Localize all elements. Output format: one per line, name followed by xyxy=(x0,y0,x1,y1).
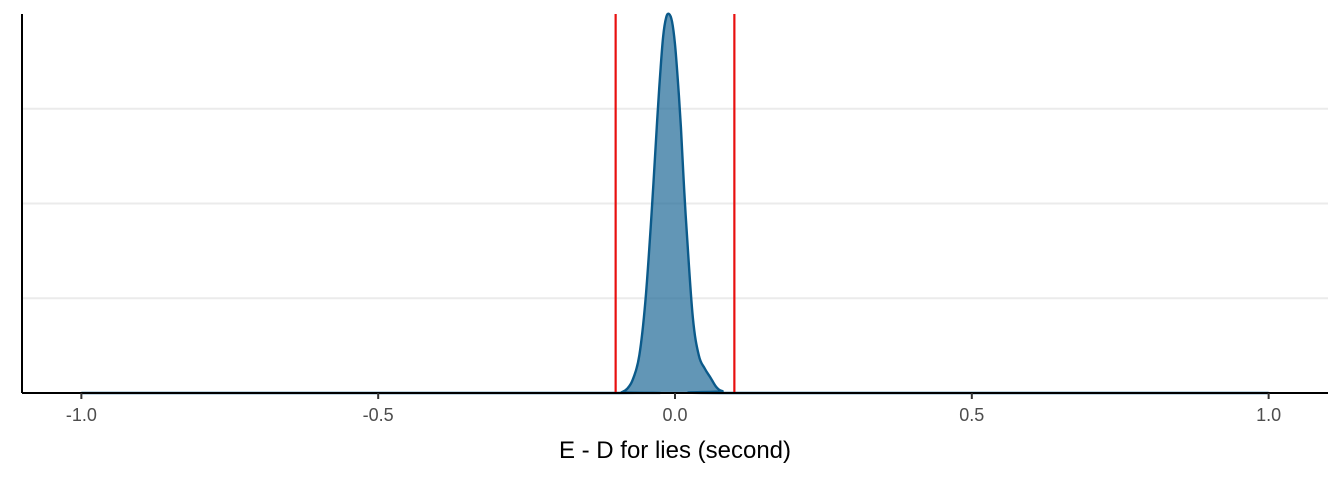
x-tick-label-5: 1.0 xyxy=(1256,405,1281,425)
x-axis-title: E - D for lies (second) xyxy=(559,437,791,464)
reference-lines xyxy=(614,14,736,393)
x-tick-label-2: -0.5 xyxy=(363,405,394,425)
x-tick-label-4: 0.5 xyxy=(959,405,984,425)
x-tick-label-3: 0.0 xyxy=(662,405,687,425)
density-series xyxy=(81,12,1269,395)
density-curve-0 xyxy=(81,12,1269,395)
x-axis-ticks: -1.0 -0.5 0.0 0.5 1.0 xyxy=(66,393,1281,425)
x-tick-label-1: -1.0 xyxy=(66,405,97,425)
density-area-fill-0 xyxy=(81,13,1269,394)
